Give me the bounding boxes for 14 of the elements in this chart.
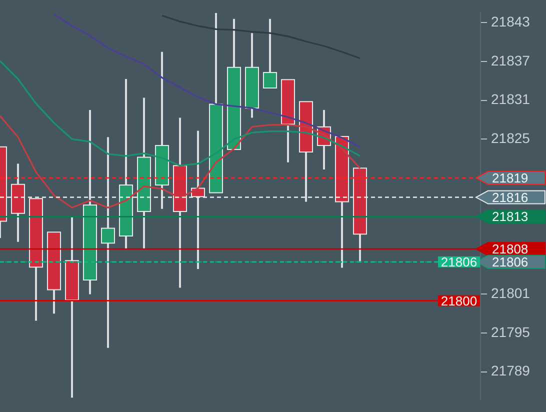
y-tick-label: 21789 <box>491 362 530 379</box>
ref-line-label: 21816 <box>492 190 528 205</box>
ref-line-label: 21808 <box>492 242 528 257</box>
ref-line-label: 21806 <box>492 254 528 270</box>
ref-line-label: 21800 <box>440 293 478 308</box>
y-tick-label: 21795 <box>491 324 530 340</box>
y-tick-label: 21801 <box>491 285 530 302</box>
ref-line-label: 21806 <box>440 254 478 270</box>
ref-line-label: 21813 <box>492 209 528 224</box>
ref-line-label: 21819 <box>492 170 528 186</box>
y-tick-label: 21843 <box>491 14 530 30</box>
y-tick-label: 21825 <box>491 130 530 146</box>
y-tick-label: 21837 <box>491 52 530 68</box>
y-tick-label: 21831 <box>491 91 530 108</box>
